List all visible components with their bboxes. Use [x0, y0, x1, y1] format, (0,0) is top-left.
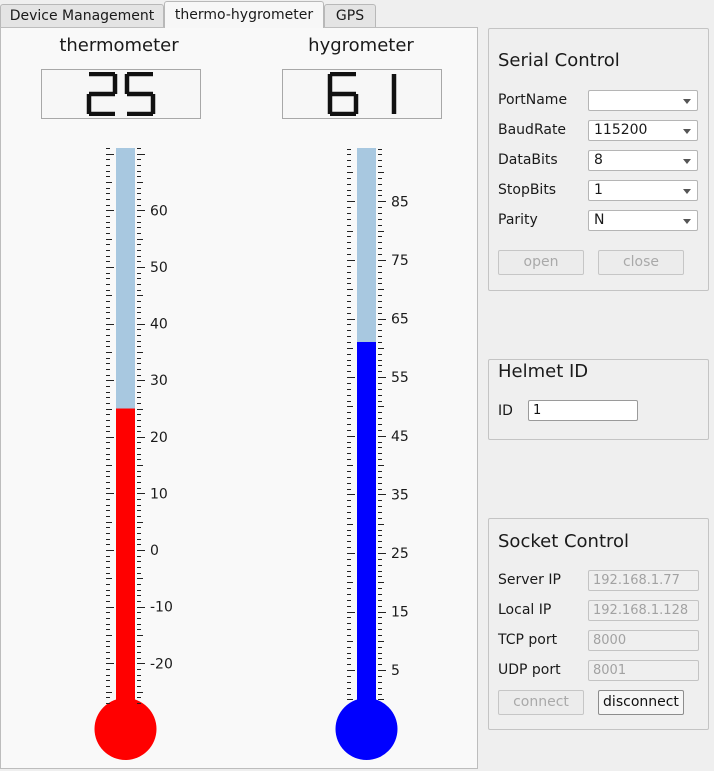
thermometer-level-fill: [116, 408, 135, 711]
baudrate-value: 115200: [594, 122, 648, 138]
hygrometer-bulb: [335, 698, 398, 760]
connect-button[interactable]: connect: [498, 690, 584, 715]
thermometer-tick-label: 20: [150, 430, 168, 446]
close-button[interactable]: close: [598, 250, 684, 275]
thermometer-lcd-digits: [86, 72, 156, 116]
helmet-id-title: Helmet ID: [498, 361, 589, 382]
thermometer-lcd-digit-1: [124, 72, 156, 116]
udp-port-label: UDP port: [498, 662, 561, 678]
tcp-port-input[interactable]: 8000: [588, 630, 699, 651]
hygrometer-tick-label: 25: [391, 546, 409, 562]
hygrometer-level-fill: [357, 341, 376, 711]
open-button[interactable]: open: [498, 250, 584, 275]
hygrometer-tick-label: 85: [391, 194, 409, 210]
server-ip-input[interactable]: 192.168.1.77: [588, 570, 699, 591]
chevron-down-icon: [683, 159, 691, 164]
gauge-canvas: 60 50 40 30 20 10 0 -10 -20 85 75 65 55 45 35 25 15 5: [94, 148, 409, 760]
stopbits-label: StopBits: [498, 182, 557, 198]
tab-thermo-hygrometer[interactable]: thermo-hygrometer: [164, 1, 324, 28]
thermometer-tick-label: -10: [150, 600, 173, 616]
stopbits-value: 1: [594, 182, 603, 198]
chevron-down-icon: [683, 129, 691, 134]
thermometer-tick-label: 30: [150, 373, 168, 389]
chevron-down-icon: [683, 219, 691, 224]
hygrometer-tick-label: 65: [391, 312, 409, 328]
tab-gps[interactable]: GPS: [324, 4, 376, 27]
helmet-id-group: Helmet ID ID 1: [488, 359, 709, 440]
hygrometer-tick-label: 35: [391, 487, 409, 503]
thermometer-tick-label: -20: [150, 656, 173, 672]
databits-value: 8: [594, 152, 603, 168]
udp-port-input[interactable]: 8001: [588, 660, 699, 681]
tab-device-management[interactable]: Device Management: [0, 4, 164, 27]
portname-select[interactable]: [588, 90, 698, 111]
hygrometer-tick-label: 5: [391, 663, 400, 679]
thermometer-tick-label: 0: [150, 543, 159, 559]
thermometer-tick-label: 40: [150, 317, 168, 333]
thermometer-tick-label: 60: [150, 203, 168, 219]
thermo-hygrometer-panel: thermometer hygrometer 60 50 40 30 20 10 0 -10 -…: [0, 27, 478, 769]
databits-select[interactable]: 8: [588, 150, 698, 171]
thermometer-tick-label: 10: [150, 486, 168, 502]
socket-control-group: Socket Control Server IP 192.168.1.77 Lo…: [488, 518, 709, 730]
hygrometer-lcd-digits: [327, 72, 397, 116]
helmet-id-input[interactable]: 1: [528, 400, 638, 421]
baudrate-label: BaudRate: [498, 122, 567, 138]
hygrometer-title: hygrometer: [308, 35, 414, 56]
server-ip-label: Server IP: [498, 572, 561, 588]
serial-control-group: Serial Control PortName BaudRate 115200 …: [488, 28, 709, 291]
hygrometer-tick-label: 15: [391, 605, 409, 621]
parity-value: N: [594, 212, 605, 228]
thermometer-lcd-digit-0: [86, 72, 118, 116]
databits-label: DataBits: [498, 152, 558, 168]
baudrate-select[interactable]: 115200: [588, 120, 698, 141]
hygrometer-lcd-digit-0: [327, 72, 359, 116]
thermometer-tick-label: 50: [150, 260, 168, 276]
local-ip-input[interactable]: 192.168.1.128: [588, 600, 699, 621]
chevron-down-icon: [683, 189, 691, 194]
local-ip-label: Local IP: [498, 602, 552, 618]
hygrometer-tick-label: 75: [391, 253, 409, 269]
portname-label: PortName: [498, 92, 568, 108]
tcp-port-label: TCP port: [498, 632, 558, 648]
chevron-down-icon: [683, 99, 691, 104]
serial-control-title: Serial Control: [498, 50, 620, 71]
id-label: ID: [498, 403, 513, 419]
thermometer-bulb: [94, 698, 157, 760]
thermometer-title: thermometer: [59, 35, 179, 56]
tab-bar: Device Management thermo-hygrometer GPS: [0, 0, 714, 28]
hygrometer-tick-label: 55: [391, 370, 409, 386]
disconnect-button[interactable]: disconnect: [598, 690, 684, 715]
thermometer-lcd-display: [41, 69, 201, 119]
parity-select[interactable]: N: [588, 210, 698, 231]
hygrometer-tick-label: 45: [391, 429, 409, 445]
parity-label: Parity: [498, 212, 538, 228]
hygrometer-lcd-display: [282, 69, 442, 119]
socket-control-title: Socket Control: [498, 531, 630, 552]
stopbits-select[interactable]: 1: [588, 180, 698, 201]
